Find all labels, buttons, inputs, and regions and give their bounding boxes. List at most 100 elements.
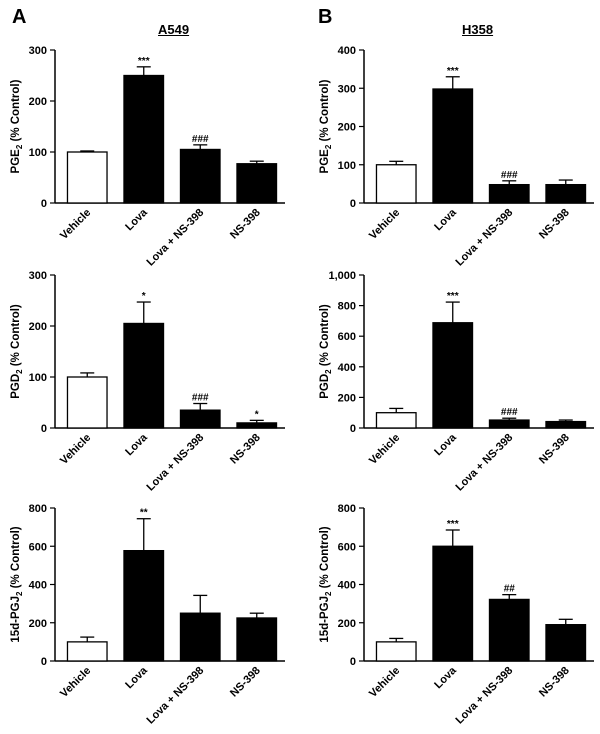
chart-3: 0 100 200 300 PGD2 (% Control) Vehicle * Lova ##… <box>10 270 285 494</box>
bar-2 <box>123 322 165 429</box>
significance-label: ### <box>501 407 518 418</box>
y-tick-label: 0 <box>41 656 47 668</box>
y-tick-label: 400 <box>338 580 356 592</box>
y-tick-label: 100 <box>338 160 356 172</box>
y-tick-label: 400 <box>338 362 356 374</box>
bar-2 <box>123 74 165 204</box>
significance-label: * <box>255 409 259 420</box>
bar-4 <box>545 624 587 662</box>
y-axis-label: PGE2 (% Control) <box>319 79 333 173</box>
bar-4 <box>236 422 278 429</box>
significance-label: *** <box>447 66 459 77</box>
category-label: Lova <box>432 431 459 458</box>
bar-3 <box>179 409 221 429</box>
category-label: Lova <box>123 206 150 233</box>
bar-4 <box>545 183 587 204</box>
bar-4 <box>545 420 587 429</box>
significance-label: ### <box>192 393 209 404</box>
y-tick-label: 200 <box>338 618 356 630</box>
significance-label: * <box>142 291 146 302</box>
significance-label: *** <box>138 56 150 67</box>
y-tick-label: 400 <box>338 45 356 57</box>
panel-letter-a: A <box>12 6 27 28</box>
y-tick-label: 0 <box>350 423 356 435</box>
bar-4 <box>236 617 278 662</box>
category-label: Vehicle <box>58 665 93 700</box>
bar-1 <box>375 164 417 204</box>
bar-2 <box>432 88 474 204</box>
bar-3 <box>488 419 530 429</box>
significance-label: *** <box>447 291 459 302</box>
y-tick-label: 0 <box>350 656 356 668</box>
y-tick-label: 100 <box>29 372 47 384</box>
y-tick-label: 800 <box>29 503 47 515</box>
y-tick-label: 300 <box>29 270 47 282</box>
category-label: Lova + NS-398 <box>144 665 206 727</box>
y-tick-label: 400 <box>29 580 47 592</box>
category-label: Lova + NS-398 <box>453 207 515 269</box>
y-tick-label: 200 <box>338 392 356 404</box>
significance-label: ## <box>504 584 516 595</box>
bar-1 <box>375 412 417 429</box>
bar-3 <box>488 183 530 204</box>
category-label: Lova + NS-398 <box>144 207 206 269</box>
panel-letter-b: B <box>318 6 333 28</box>
category-label: Vehicle <box>367 207 402 242</box>
y-tick-label: 0 <box>41 423 47 435</box>
y-axis-label: PGD2 (% Control) <box>319 304 333 399</box>
column-title-h358: H358 <box>462 22 494 37</box>
bar-1 <box>375 641 417 662</box>
category-label: Lova + NS-398 <box>453 665 515 727</box>
bar-1 <box>66 151 108 204</box>
category-label: NS-398 <box>537 665 572 700</box>
y-tick-label: 300 <box>29 45 47 57</box>
chart-6: 0 200 400 600 800 15d-PGJ2 (% Control) Vehicle… <box>319 503 594 727</box>
y-tick-label: 200 <box>29 618 47 630</box>
y-tick-label: 200 <box>29 96 47 108</box>
y-tick-label: 800 <box>338 301 356 313</box>
category-label: Lova <box>432 664 459 691</box>
category-label: Lova + NS-398 <box>453 432 515 494</box>
y-tick-label: 0 <box>350 198 356 210</box>
category-label: NS-398 <box>228 665 263 700</box>
y-tick-label: 100 <box>29 147 47 159</box>
category-label: Lova <box>432 206 459 233</box>
y-tick-label: 200 <box>29 321 47 333</box>
bar-1 <box>66 376 108 429</box>
category-label: Lova + NS-398 <box>144 432 206 494</box>
significance-label: ### <box>192 134 209 145</box>
y-tick-label: 800 <box>338 503 356 515</box>
bar-3 <box>179 612 221 662</box>
category-label: NS-398 <box>537 432 572 467</box>
bar-3 <box>179 148 221 204</box>
column-title-a549: A549 <box>158 22 190 37</box>
chart-4: 0 200 400 600 800 1,000 PGD2 (% Control) Vehicl… <box>319 270 594 494</box>
category-label: Lova <box>123 664 150 691</box>
category-label: NS-398 <box>228 432 263 467</box>
category-label: Vehicle <box>367 665 402 700</box>
chart-1: 0 100 200 300 PGE2 (% Control) Vehicle *** Lova… <box>10 45 285 269</box>
significance-label: ### <box>501 170 518 181</box>
y-axis-label: 15d-PGJ2 (% Control) <box>10 526 24 642</box>
bar-4 <box>236 163 278 204</box>
y-axis-label: PGE2 (% Control) <box>10 79 24 173</box>
y-tick-label: 1,000 <box>328 270 356 282</box>
y-tick-label: 600 <box>29 541 47 553</box>
category-label: Vehicle <box>58 432 93 467</box>
bar-3 <box>488 598 530 662</box>
significance-label: *** <box>447 519 459 530</box>
bar-2 <box>123 549 165 662</box>
chart-2: 0 100 200 300 400 PGE2 (% Control) Vehicle *** L… <box>319 45 594 269</box>
category-label: Vehicle <box>58 207 93 242</box>
bar-2 <box>432 545 474 662</box>
category-label: Lova <box>123 431 150 458</box>
y-tick-label: 600 <box>338 331 356 343</box>
category-label: Vehicle <box>367 432 402 467</box>
y-tick-label: 200 <box>338 122 356 134</box>
y-tick-label: 600 <box>338 541 356 553</box>
y-axis-label: PGD2 (% Control) <box>10 304 24 399</box>
significance-label: ** <box>140 508 148 519</box>
category-label: NS-398 <box>228 207 263 242</box>
